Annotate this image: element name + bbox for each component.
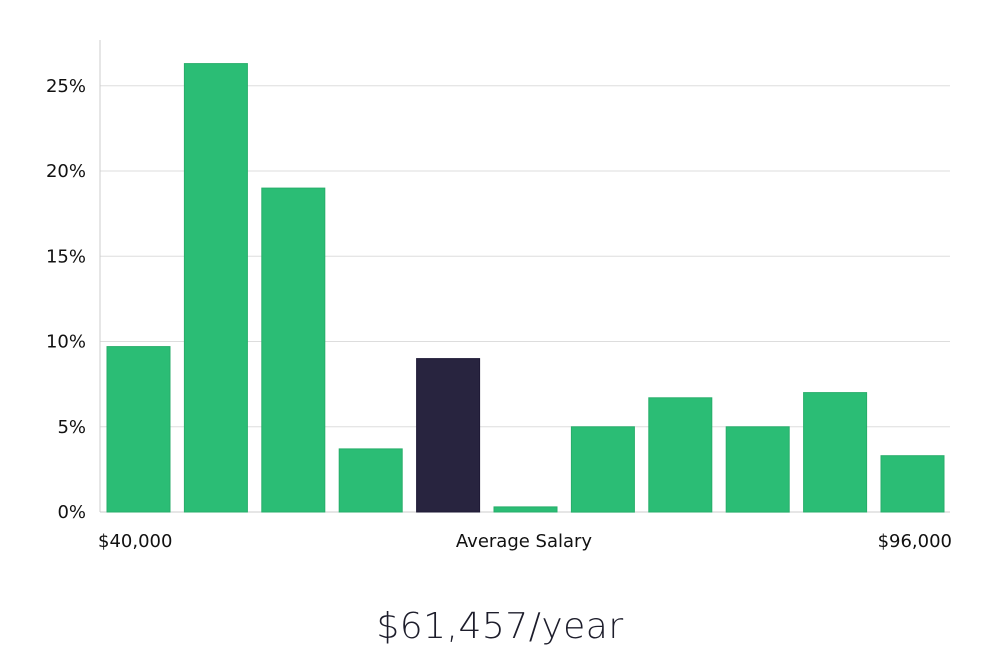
bar: [725, 426, 790, 513]
y-tick-label: 0%: [57, 502, 86, 523]
bar: [570, 426, 635, 513]
bar: [803, 392, 868, 513]
bar: [648, 397, 713, 513]
bar: [338, 448, 403, 513]
x-max-label: $96,000: [878, 531, 952, 552]
bar: [106, 346, 171, 513]
bars: [106, 63, 945, 513]
y-tick-label: 5%: [57, 417, 86, 438]
bar: [880, 455, 945, 513]
y-tick-label: 10%: [46, 332, 86, 353]
y-axis-ticks: 0% 5% 10% 15% 20% 25%: [46, 76, 86, 523]
y-tick-label: 20%: [46, 161, 86, 182]
x-axis-title: Average Salary: [456, 531, 593, 552]
bar: [261, 187, 326, 513]
x-min-label: $40,000: [98, 531, 172, 552]
bar-highlighted: [416, 358, 481, 513]
salary-histogram: 0%5%10%15%20%25% $40,000 Average Salary …: [46, 40, 952, 552]
bar: [493, 506, 558, 513]
bar: [183, 63, 248, 513]
average-salary-value: $61,457/year: [376, 606, 624, 647]
y-tick-label: 25%: [46, 76, 86, 97]
y-tick-label: 15%: [46, 246, 86, 267]
